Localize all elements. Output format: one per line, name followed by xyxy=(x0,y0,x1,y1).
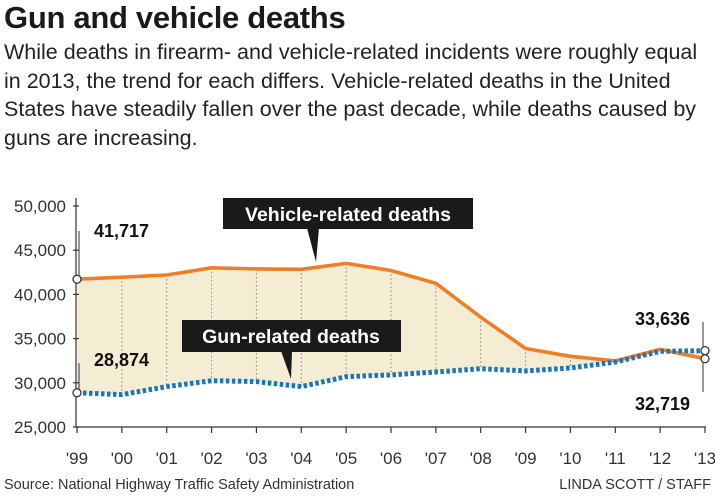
x-tick-label: '07 xyxy=(425,449,447,468)
x-tick-label: '01 xyxy=(156,449,178,468)
gun-end-label: 33,636 xyxy=(635,309,690,329)
gun-start-point xyxy=(72,388,82,398)
gun-start-label: 28,874 xyxy=(94,350,149,370)
x-tick-label: '13 xyxy=(694,449,715,468)
gun-series-callout-pointer xyxy=(281,351,292,379)
gun-series-callout-box xyxy=(182,320,401,352)
x-tick-label: '06 xyxy=(380,449,402,468)
x-tick-label: '10 xyxy=(559,449,581,468)
vehicle-start-point xyxy=(72,274,82,284)
y-tick-label: 30,000 xyxy=(14,374,66,393)
x-tick-label: '00 xyxy=(111,449,133,468)
y-tick-label: 40,000 xyxy=(14,285,66,304)
x-tick-label: '04 xyxy=(290,449,312,468)
x-tick-label: '11 xyxy=(605,449,626,468)
vehicle-start-label: 41,717 xyxy=(94,221,149,241)
x-tick-label: '02 xyxy=(200,449,222,468)
x-tick-label: '09 xyxy=(514,449,536,468)
x-tick-label: '03 xyxy=(245,449,267,468)
y-tick-label: 25,000 xyxy=(14,418,66,437)
vehicle-end-label: 32,719 xyxy=(635,394,690,414)
vehicle-end-point xyxy=(700,354,710,364)
y-tick-label: 35,000 xyxy=(14,330,66,349)
chart-title: Gun and vehicle deaths xyxy=(4,0,346,35)
source-note: Source: National Highway Traffic Safety … xyxy=(4,477,355,493)
vehicle-series-callout-box xyxy=(223,198,473,229)
chart-subtitle: While deaths in firearm- and vehicle-rel… xyxy=(4,40,698,150)
y-tick-label: 45,000 xyxy=(14,241,66,260)
x-tick-label: '08 xyxy=(470,449,492,468)
gun-end-point xyxy=(700,346,710,356)
credit-note: LINDA SCOTT / STAFF xyxy=(559,477,711,493)
vehicle-series-label: Vehicle-related deaths xyxy=(245,204,451,226)
vehicle-series-callout-pointer xyxy=(307,228,319,262)
x-tick-label: '12 xyxy=(649,449,671,468)
gun-series-label: Gun-related deaths xyxy=(202,326,380,348)
x-tick-label: '05 xyxy=(335,449,357,468)
y-tick-label: 50,000 xyxy=(14,197,66,216)
vehicle-deaths-line xyxy=(75,261,707,363)
x-tick-label: '99 xyxy=(66,449,88,468)
